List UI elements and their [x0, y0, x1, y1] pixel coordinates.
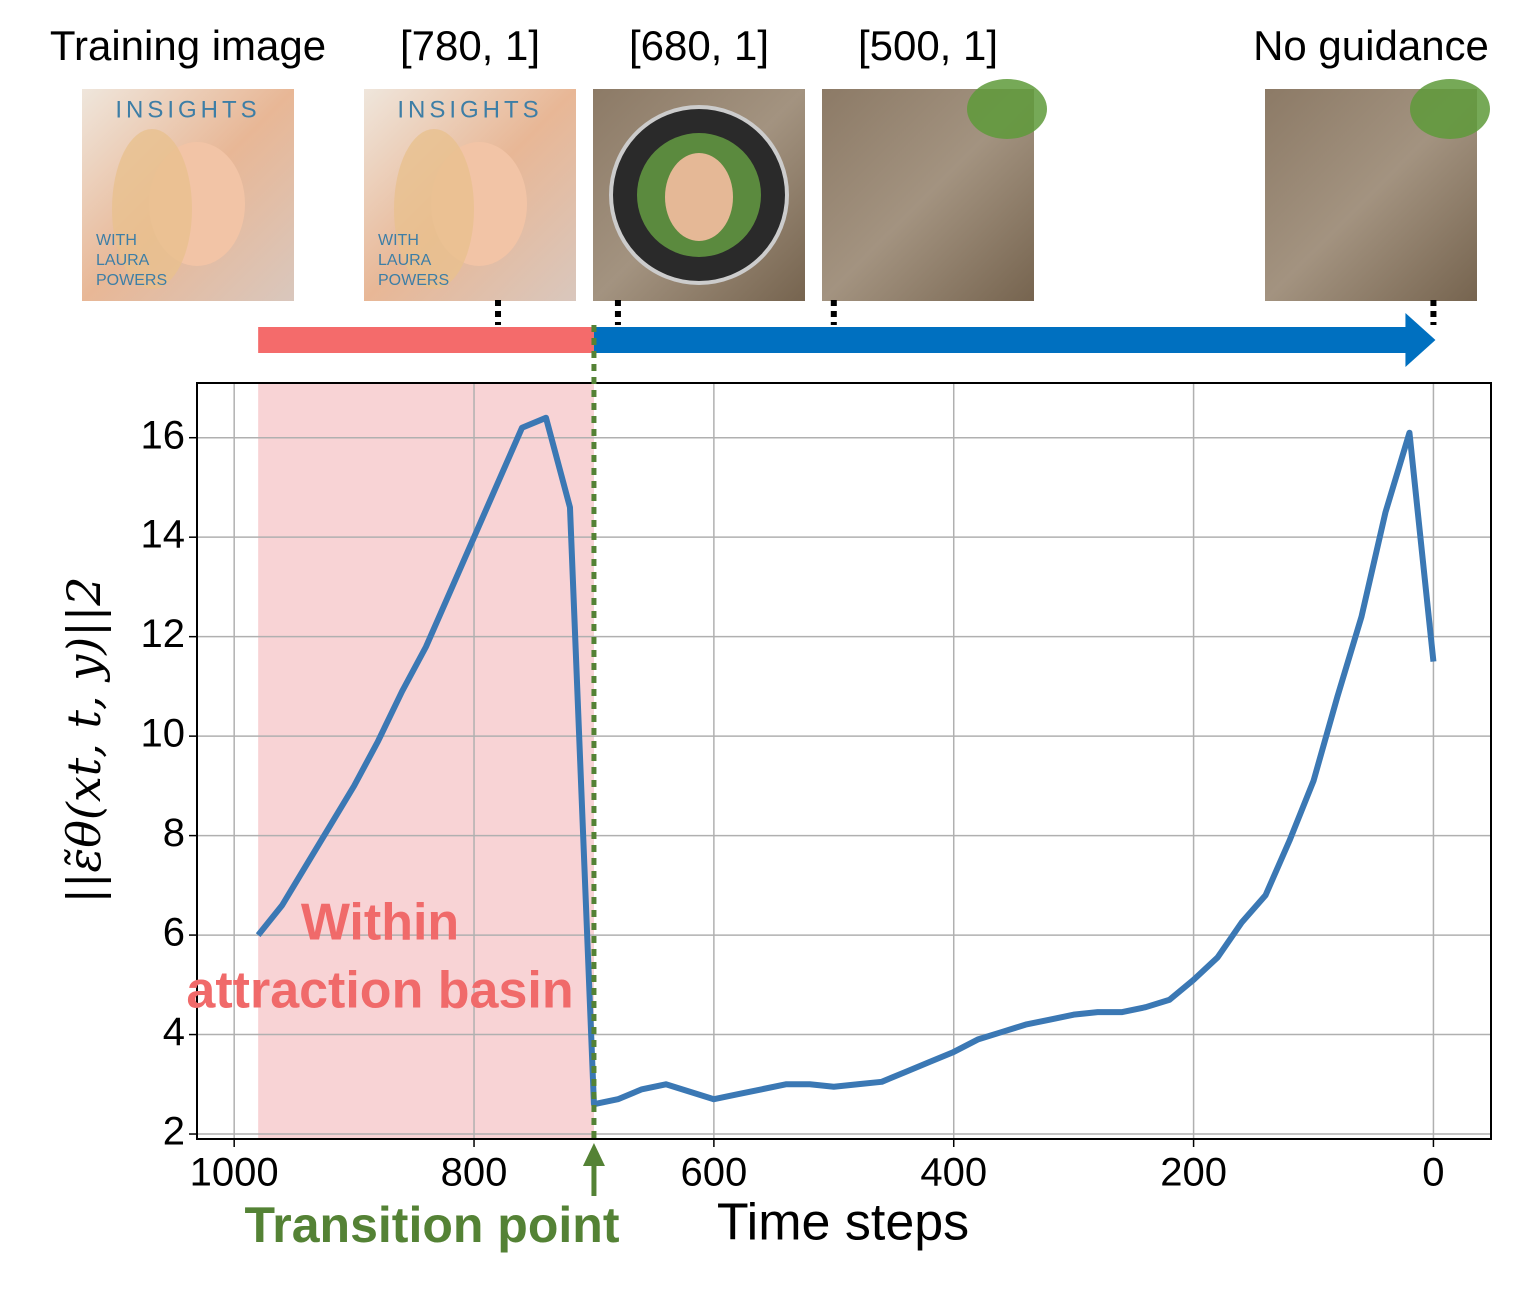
highlight-label: Within	[301, 894, 459, 952]
highlight-label: attraction basin	[186, 962, 573, 1020]
y-tick-label: 12	[141, 612, 186, 656]
x-tick-label: 600	[681, 1151, 748, 1195]
x-tick-label: 1000	[190, 1151, 279, 1195]
highlight-region	[258, 383, 594, 1139]
x-tick-label: 400	[920, 1151, 987, 1195]
image-text: WITH	[96, 232, 137, 249]
image-hair	[394, 129, 474, 289]
image-text: POWERS	[96, 272, 167, 289]
timeline-before	[258, 327, 594, 353]
y-tick-label: 14	[141, 513, 186, 557]
y-tick-label: 6	[163, 911, 185, 955]
y-tick-label: 2	[163, 1110, 185, 1154]
image-text: WITH	[378, 232, 419, 249]
y-tick-label: 10	[141, 712, 186, 756]
image-thumbnail	[364, 89, 576, 301]
image-label: [780, 1]	[400, 22, 540, 69]
image-foliage	[1410, 79, 1490, 139]
plot-frame	[196, 382, 1492, 1140]
y-tick-label: 8	[163, 811, 185, 855]
image-face	[665, 153, 733, 241]
image-label: [500, 1]	[858, 22, 998, 69]
transition-arrowhead	[582, 1143, 605, 1166]
image-text: LAURA	[96, 252, 150, 269]
y-tick-label: 16	[141, 413, 186, 457]
image-text: LAURA	[378, 252, 432, 269]
transition-label: Transition point	[245, 1197, 620, 1253]
image-text: INSIGHTS	[115, 96, 260, 123]
image-text: INSIGHTS	[397, 96, 542, 123]
image-hair	[112, 129, 192, 289]
image-label: Training image	[50, 22, 326, 69]
x-axis-label: Time steps	[717, 1194, 969, 1252]
timeline-after	[593, 327, 1408, 353]
y-tick-label: 4	[163, 1010, 185, 1054]
image-text: POWERS	[378, 272, 449, 289]
x-tick-label: 0	[1422, 1151, 1444, 1195]
image-label: [680, 1]	[629, 22, 769, 69]
x-tick-label: 200	[1160, 1151, 1227, 1195]
x-tick-label: 800	[441, 1151, 508, 1195]
data-line	[255, 414, 1437, 1108]
image-thumbnail	[1265, 79, 1490, 301]
y-axis-label: ||ε̃θ(xt, t, y)||2	[57, 577, 111, 904]
image-thumbnail	[593, 89, 805, 301]
image-thumbnail	[82, 89, 294, 301]
image-thumbnail	[822, 79, 1047, 301]
image-label: No guidance	[1253, 22, 1489, 69]
image-foliage	[967, 79, 1047, 139]
timeline-arrowhead	[1405, 313, 1436, 367]
